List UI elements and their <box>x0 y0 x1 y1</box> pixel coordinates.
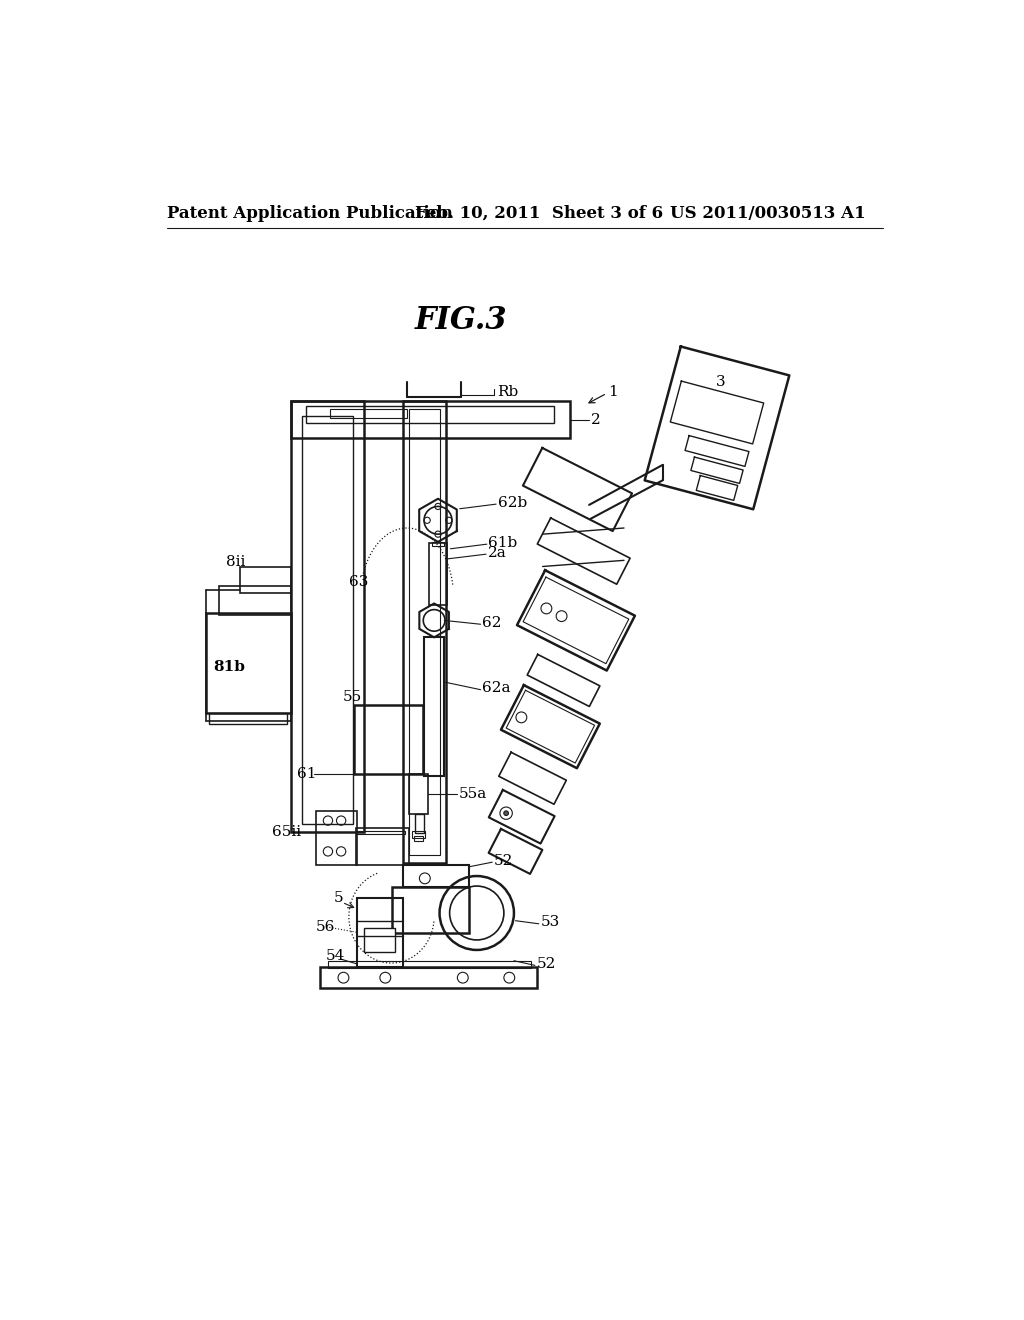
Bar <box>432 543 444 546</box>
Bar <box>321 966 538 989</box>
Text: 62: 62 <box>482 615 502 630</box>
Text: 5: 5 <box>334 891 343 904</box>
Bar <box>356 898 403 966</box>
Bar <box>365 928 395 952</box>
Bar <box>291 401 569 438</box>
Bar <box>316 812 356 866</box>
Text: 2a: 2a <box>487 545 506 560</box>
Bar <box>219 586 291 615</box>
Bar <box>413 832 425 838</box>
Bar <box>330 409 407 418</box>
Bar <box>241 566 291 594</box>
Text: 62b: 62b <box>498 495 527 510</box>
Text: 52: 52 <box>537 957 556 970</box>
Bar <box>414 836 423 841</box>
Text: 56: 56 <box>315 920 335 933</box>
Text: Rb: Rb <box>497 384 518 399</box>
Bar <box>354 705 423 775</box>
Text: 65ii: 65ii <box>272 825 301 840</box>
Text: 1: 1 <box>608 384 618 399</box>
Bar <box>410 775 428 814</box>
Bar <box>356 829 409 866</box>
Bar <box>356 832 406 834</box>
Text: 54: 54 <box>326 949 345 964</box>
Bar <box>424 638 444 776</box>
Bar <box>391 887 469 933</box>
Text: 81b: 81b <box>213 660 245 673</box>
Bar <box>328 961 531 969</box>
Text: 55: 55 <box>343 690 361 705</box>
Text: FIG.3: FIG.3 <box>415 305 508 335</box>
Bar <box>302 416 352 825</box>
Text: 52: 52 <box>494 854 513 867</box>
Bar <box>209 713 287 723</box>
Circle shape <box>504 810 509 816</box>
Text: 61b: 61b <box>488 536 517 549</box>
Text: 2: 2 <box>591 413 600 428</box>
Text: 62a: 62a <box>482 681 511 696</box>
Bar <box>403 401 445 863</box>
Text: 8ii: 8ii <box>225 554 245 569</box>
Text: 61: 61 <box>297 767 316 781</box>
Text: Feb. 10, 2011  Sheet 3 of 6: Feb. 10, 2011 Sheet 3 of 6 <box>415 205 663 222</box>
Bar <box>206 612 291 713</box>
Text: US 2011/0030513 A1: US 2011/0030513 A1 <box>671 205 866 222</box>
Text: 53: 53 <box>541 915 559 929</box>
Bar <box>415 814 424 833</box>
Text: 55a: 55a <box>459 787 487 801</box>
Bar <box>403 866 469 887</box>
Bar <box>306 407 554 424</box>
Bar <box>409 409 439 855</box>
Bar <box>291 401 365 832</box>
Text: 3: 3 <box>716 375 725 388</box>
Text: 63: 63 <box>349 576 369 589</box>
Bar <box>429 544 447 605</box>
Text: Patent Application Publication: Patent Application Publication <box>167 205 453 222</box>
